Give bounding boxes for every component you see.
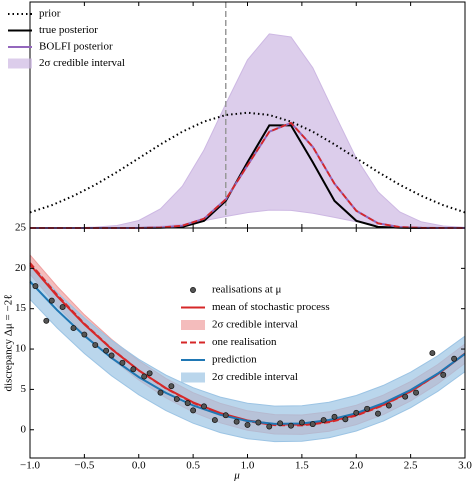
legend-label: one realisation	[212, 336, 277, 348]
data-point	[81, 331, 88, 338]
data-point	[130, 366, 137, 373]
x-tick-label: −1.0	[20, 460, 40, 472]
data-point	[184, 400, 191, 407]
data-point	[402, 393, 409, 400]
data-point	[32, 283, 39, 290]
data-point	[70, 325, 77, 332]
legend-marker	[181, 372, 205, 383]
data-point	[320, 417, 327, 424]
data-point	[92, 342, 99, 348]
data-point	[277, 420, 284, 427]
x-axis-label: μ	[233, 470, 240, 481]
data-point	[375, 410, 381, 417]
data-point	[119, 359, 126, 366]
legend-label: mean of stochastic process	[212, 301, 330, 313]
data-point	[255, 419, 262, 426]
data-point	[353, 409, 360, 416]
x-tick-label: 2.5	[404, 460, 418, 472]
data-point	[331, 413, 338, 420]
x-tick-label: −0.5	[74, 460, 94, 472]
data-point	[266, 423, 273, 430]
data-point	[440, 371, 447, 378]
legend-label: realisations at μ	[212, 284, 282, 296]
legend-label: prior	[39, 8, 61, 20]
y-tick-label: 5	[21, 383, 27, 395]
data-point	[103, 347, 110, 354]
x-tick-label: 3.0	[458, 460, 472, 472]
y-tick-label: 10	[15, 343, 27, 355]
data-point	[309, 421, 316, 428]
data-point	[141, 373, 148, 380]
data-point	[201, 403, 207, 410]
data-point	[48, 297, 55, 304]
data-point	[342, 416, 349, 423]
legend-label: 2σ credible interval	[39, 57, 125, 69]
legend-label: true posterior	[39, 24, 98, 36]
x-tick-label: 0.5	[186, 460, 200, 472]
data-point	[59, 304, 66, 311]
x-tick-label: 2.0	[349, 460, 363, 472]
data-point	[233, 418, 240, 425]
x-tick-label: 1.5	[295, 460, 309, 472]
legend-label: BOLFI posterior	[39, 41, 113, 53]
data-point	[385, 402, 392, 409]
legend-label: 2σ credible interval	[212, 371, 298, 383]
data-point	[451, 355, 458, 362]
data-point	[211, 417, 218, 424]
legend-marker	[181, 320, 205, 330]
series-line	[29, 280, 466, 425]
y-tick-label: 0	[21, 423, 27, 435]
data-point	[43, 317, 50, 324]
y-tick-label: 15	[15, 302, 27, 314]
y-tick-label: 25	[15, 222, 27, 234]
data-point	[288, 422, 294, 429]
data-point	[168, 383, 175, 390]
data-point	[298, 419, 305, 426]
data-point	[146, 370, 153, 377]
data-point	[173, 396, 180, 403]
x-tick-label: 0.0	[132, 460, 146, 472]
y-tick-label: 20	[15, 262, 27, 274]
legend-label: prediction	[212, 354, 257, 366]
data-point	[364, 405, 371, 412]
legend-marker	[8, 58, 32, 69]
data-point	[222, 412, 229, 419]
x-tick-label: 1.0	[241, 460, 255, 472]
data-point	[190, 407, 197, 414]
legend-label: 2σ credible interval	[212, 319, 298, 331]
data-point	[244, 421, 251, 428]
y-axis-label: discrepancy Δμ = −2ℓ	[3, 295, 15, 392]
data-point	[413, 389, 420, 396]
data-point	[429, 350, 436, 357]
data-point	[108, 352, 115, 359]
data-point	[157, 389, 164, 396]
legend-marker	[190, 287, 196, 293]
